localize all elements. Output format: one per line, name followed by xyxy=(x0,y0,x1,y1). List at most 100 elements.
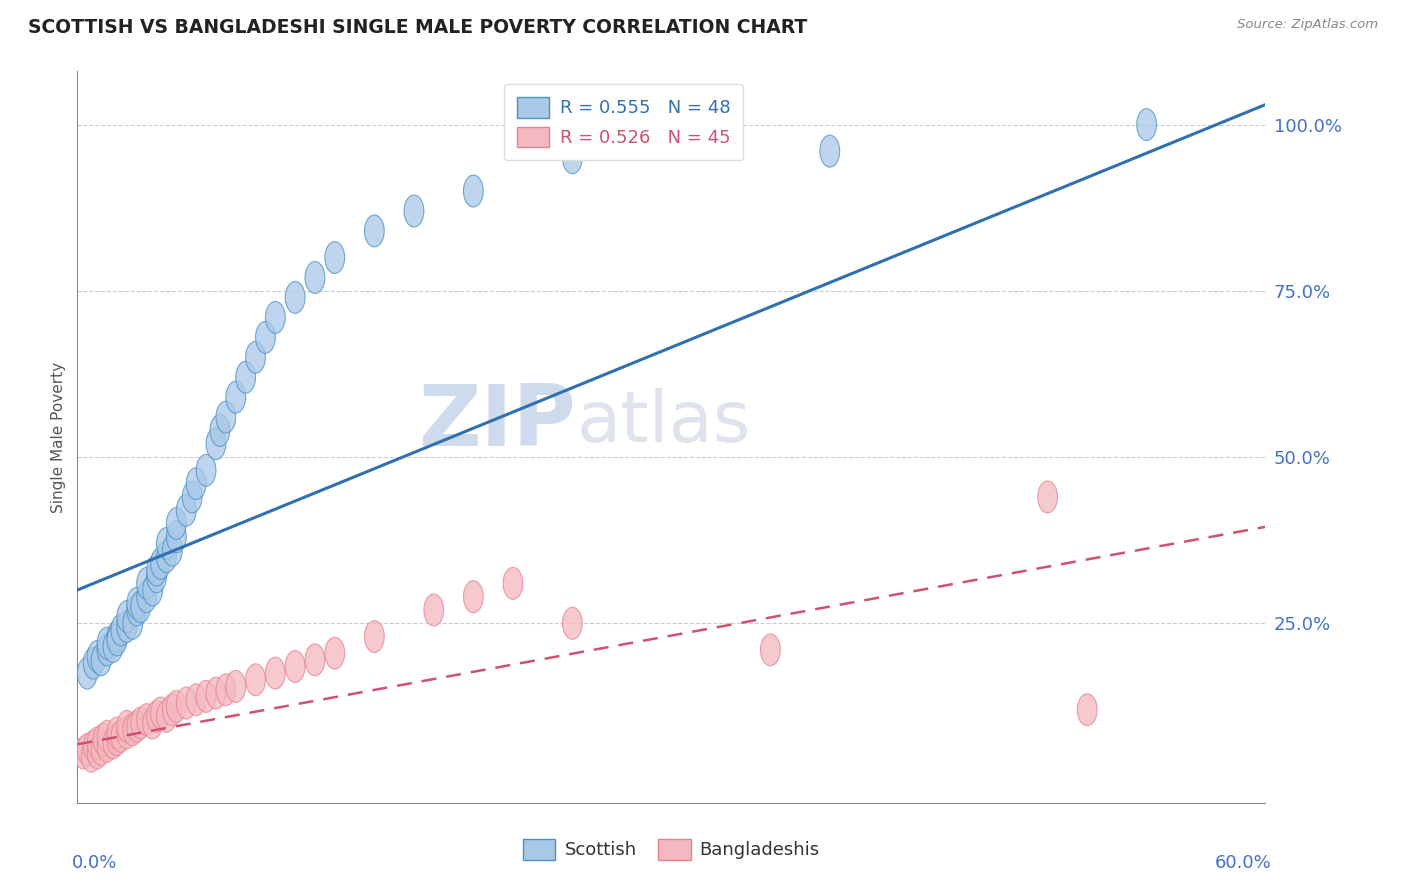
Ellipse shape xyxy=(93,723,112,756)
Ellipse shape xyxy=(127,710,146,742)
Ellipse shape xyxy=(236,361,256,393)
Ellipse shape xyxy=(305,644,325,676)
Ellipse shape xyxy=(217,401,236,434)
Ellipse shape xyxy=(131,707,150,739)
Ellipse shape xyxy=(503,567,523,599)
Ellipse shape xyxy=(285,650,305,682)
Ellipse shape xyxy=(207,428,226,459)
Ellipse shape xyxy=(127,594,146,626)
Ellipse shape xyxy=(246,664,266,696)
Ellipse shape xyxy=(226,381,246,413)
Ellipse shape xyxy=(266,657,285,690)
Ellipse shape xyxy=(87,737,107,769)
Ellipse shape xyxy=(83,648,103,679)
Ellipse shape xyxy=(131,591,150,623)
Ellipse shape xyxy=(156,527,176,559)
Ellipse shape xyxy=(325,637,344,669)
Ellipse shape xyxy=(111,721,131,752)
Ellipse shape xyxy=(77,657,97,690)
Ellipse shape xyxy=(136,581,156,613)
Ellipse shape xyxy=(97,627,117,659)
Ellipse shape xyxy=(136,567,156,599)
Ellipse shape xyxy=(117,717,136,749)
Ellipse shape xyxy=(166,508,186,540)
Ellipse shape xyxy=(82,740,101,772)
Ellipse shape xyxy=(266,301,285,334)
Ellipse shape xyxy=(176,494,197,526)
Text: ZIP: ZIP xyxy=(419,381,576,464)
Ellipse shape xyxy=(117,611,136,642)
Ellipse shape xyxy=(209,415,229,446)
Y-axis label: Single Male Poverty: Single Male Poverty xyxy=(51,361,66,513)
Ellipse shape xyxy=(83,731,103,763)
Ellipse shape xyxy=(1038,481,1057,513)
Ellipse shape xyxy=(207,677,226,709)
Ellipse shape xyxy=(163,694,183,726)
Ellipse shape xyxy=(285,282,305,313)
Ellipse shape xyxy=(117,600,136,632)
Ellipse shape xyxy=(163,534,183,566)
Ellipse shape xyxy=(183,481,202,513)
Ellipse shape xyxy=(142,574,163,606)
Ellipse shape xyxy=(197,454,217,486)
Ellipse shape xyxy=(166,690,186,723)
Ellipse shape xyxy=(97,634,117,665)
Ellipse shape xyxy=(156,700,176,732)
Ellipse shape xyxy=(186,684,207,715)
Ellipse shape xyxy=(325,242,344,274)
Ellipse shape xyxy=(122,607,142,640)
Ellipse shape xyxy=(176,687,197,719)
Ellipse shape xyxy=(107,717,127,749)
Ellipse shape xyxy=(97,721,117,752)
Ellipse shape xyxy=(464,581,484,613)
Ellipse shape xyxy=(122,714,142,746)
Ellipse shape xyxy=(562,607,582,640)
Ellipse shape xyxy=(1077,694,1097,726)
Ellipse shape xyxy=(186,467,207,500)
Ellipse shape xyxy=(136,704,156,736)
Ellipse shape xyxy=(1136,109,1157,141)
Ellipse shape xyxy=(111,614,131,646)
Ellipse shape xyxy=(146,554,166,586)
Ellipse shape xyxy=(107,624,127,656)
Ellipse shape xyxy=(150,548,170,580)
Ellipse shape xyxy=(127,587,146,619)
Ellipse shape xyxy=(256,321,276,353)
Ellipse shape xyxy=(246,342,266,373)
Ellipse shape xyxy=(87,727,107,759)
Ellipse shape xyxy=(91,733,111,765)
Ellipse shape xyxy=(150,697,170,729)
Ellipse shape xyxy=(305,261,325,293)
Ellipse shape xyxy=(156,541,176,573)
Text: 60.0%: 60.0% xyxy=(1215,854,1271,872)
Text: atlas: atlas xyxy=(576,388,751,457)
Ellipse shape xyxy=(142,707,163,739)
Ellipse shape xyxy=(464,175,484,207)
Ellipse shape xyxy=(166,521,186,553)
Ellipse shape xyxy=(87,640,107,673)
Text: Source: ZipAtlas.com: Source: ZipAtlas.com xyxy=(1237,18,1378,31)
Ellipse shape xyxy=(562,142,582,174)
Text: 0.0%: 0.0% xyxy=(72,854,117,872)
Ellipse shape xyxy=(820,136,839,167)
Ellipse shape xyxy=(364,215,384,247)
Ellipse shape xyxy=(217,673,236,706)
Ellipse shape xyxy=(91,644,111,676)
Ellipse shape xyxy=(103,631,122,663)
Legend: Scottish, Bangladeshis: Scottish, Bangladeshis xyxy=(509,824,834,874)
Ellipse shape xyxy=(107,621,127,653)
Ellipse shape xyxy=(117,710,136,742)
Ellipse shape xyxy=(364,621,384,653)
Ellipse shape xyxy=(761,634,780,665)
Ellipse shape xyxy=(226,671,246,702)
Ellipse shape xyxy=(146,561,166,592)
Text: SCOTTISH VS BANGLADESHI SINGLE MALE POVERTY CORRELATION CHART: SCOTTISH VS BANGLADESHI SINGLE MALE POVE… xyxy=(28,18,807,37)
Ellipse shape xyxy=(404,195,423,227)
Ellipse shape xyxy=(423,594,444,626)
Ellipse shape xyxy=(77,733,97,765)
Ellipse shape xyxy=(73,737,93,769)
Ellipse shape xyxy=(146,700,166,732)
Ellipse shape xyxy=(197,681,217,713)
Ellipse shape xyxy=(97,731,117,763)
Ellipse shape xyxy=(107,723,127,756)
